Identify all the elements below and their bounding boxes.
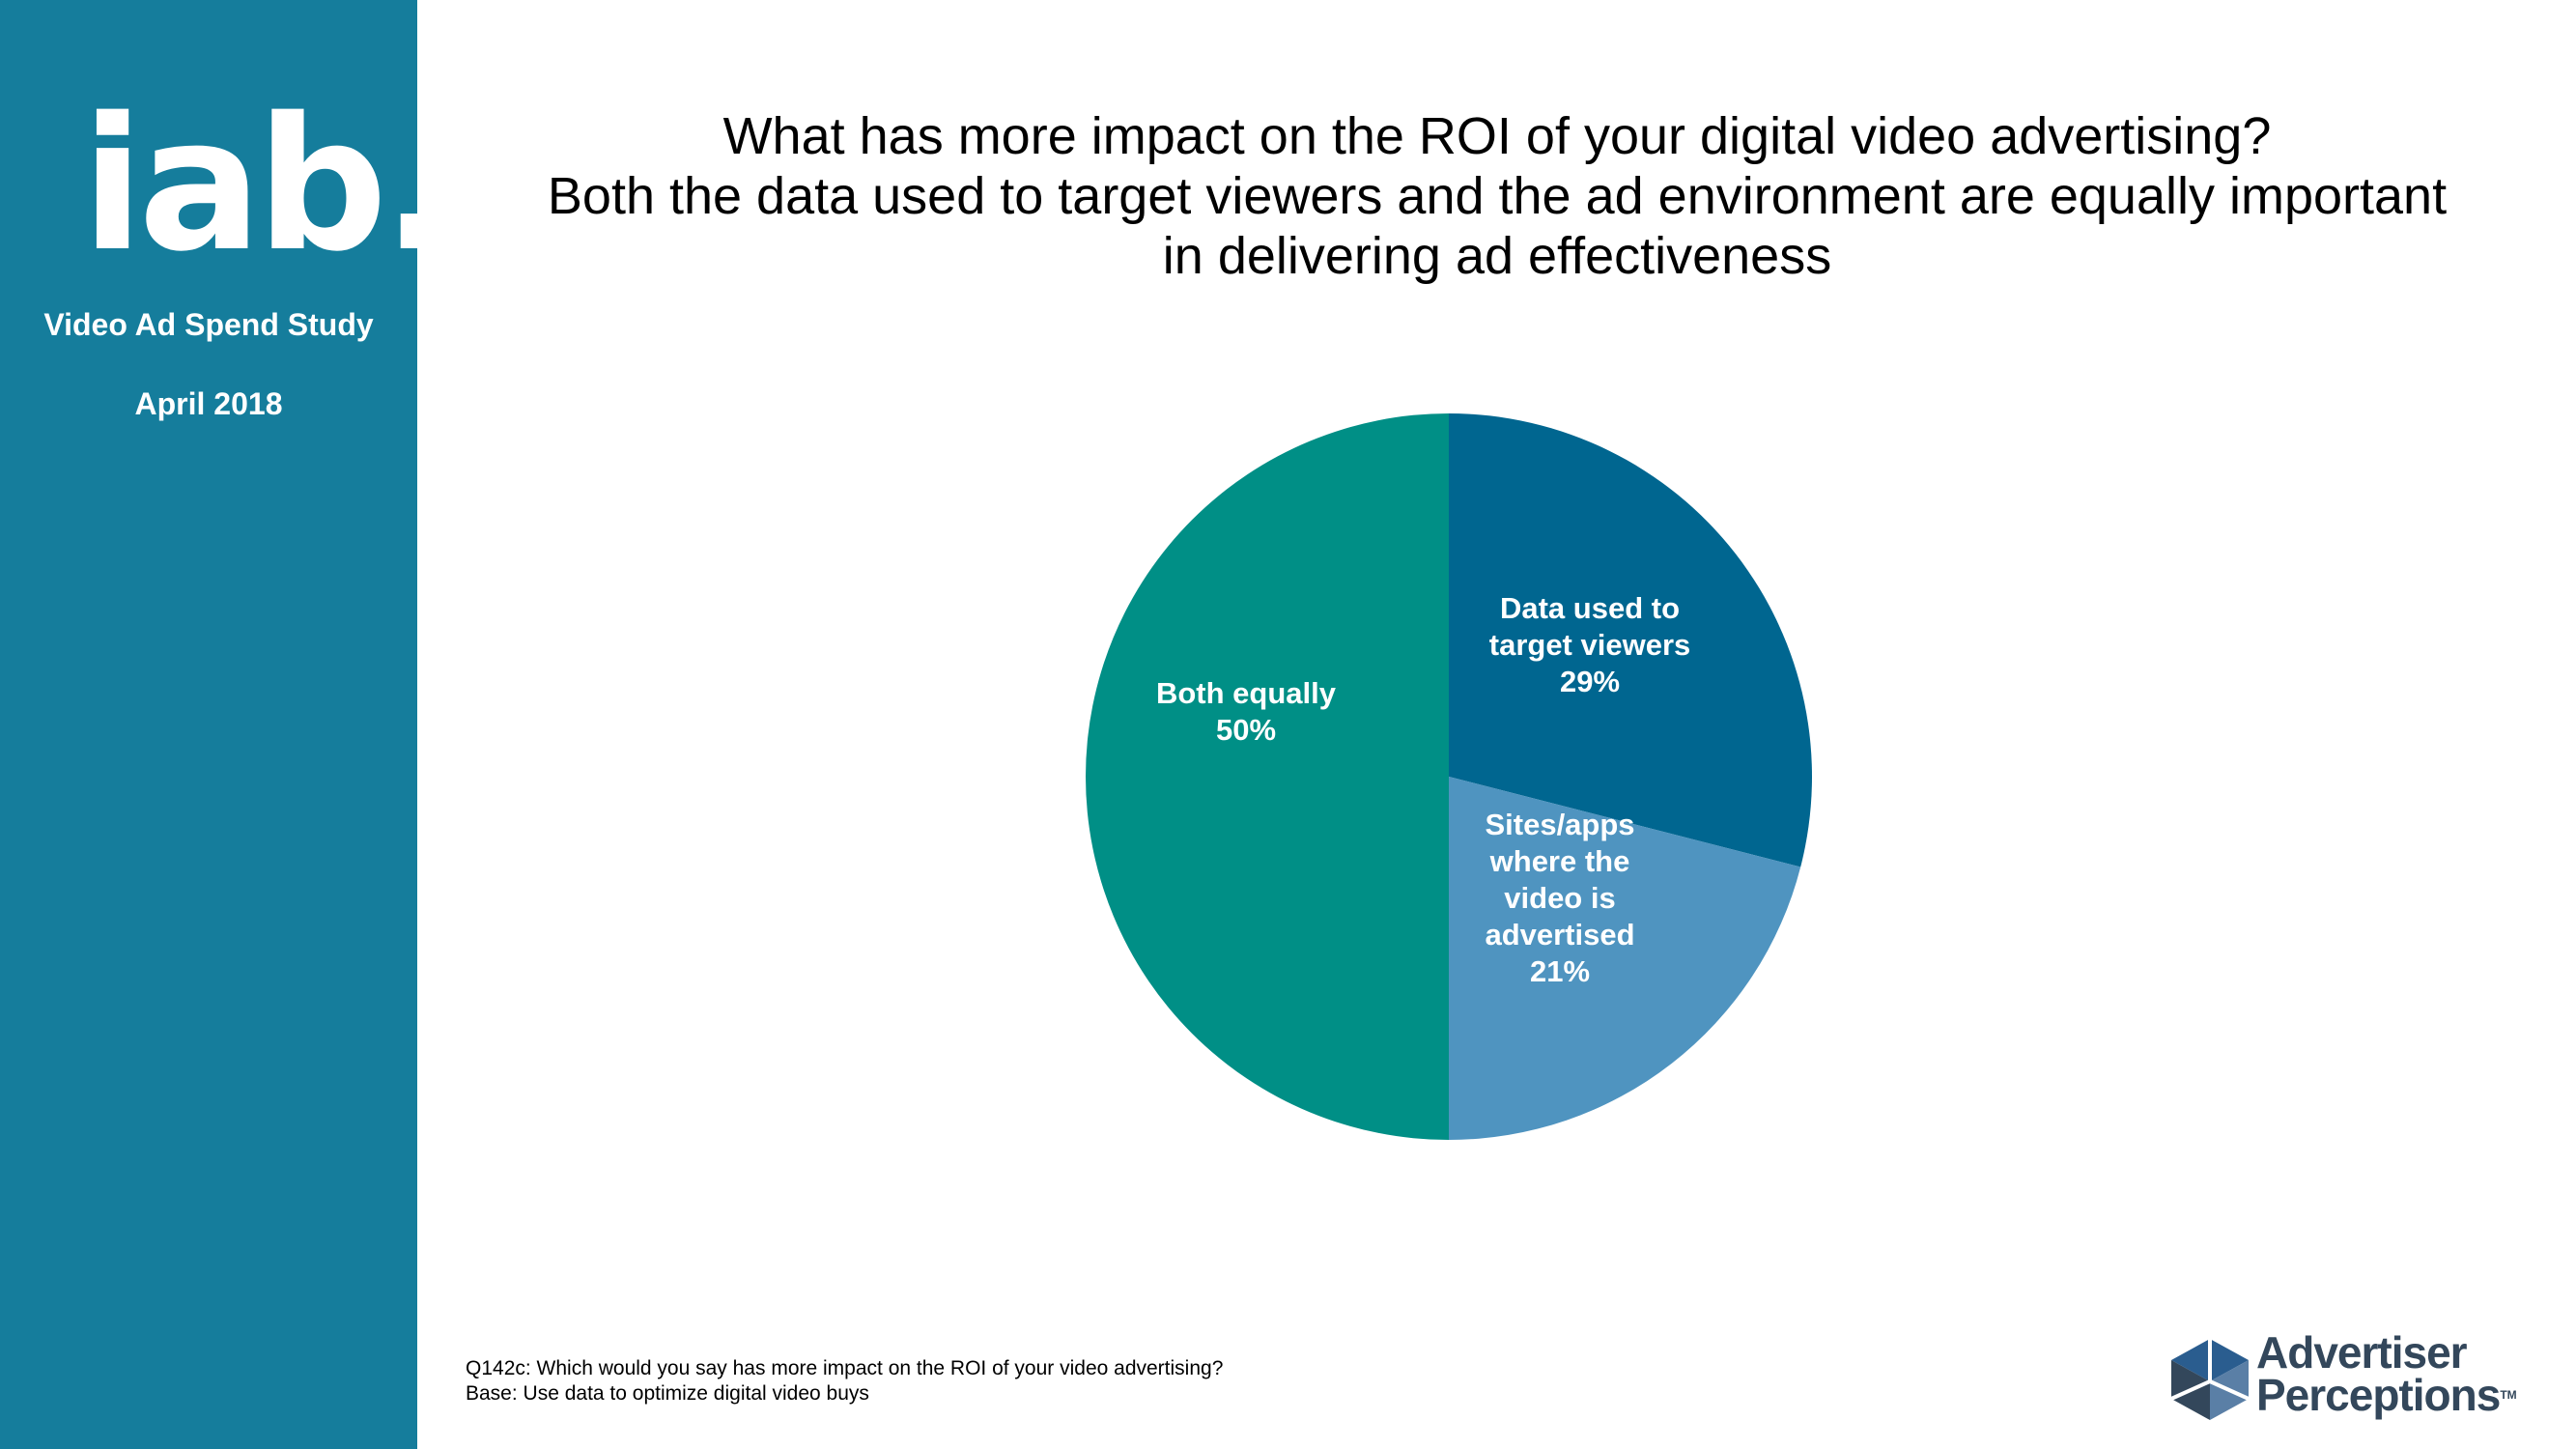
slice-label-2: Sites/apps where the video is advertised 21% <box>1485 808 1634 988</box>
page-title: What has more impact on the ROI of your … <box>464 106 2531 286</box>
title-line-2: Both the data used to target viewers and… <box>547 167 2448 225</box>
footnote-base: Base: Use data to optimize digital video… <box>466 1382 869 1405</box>
slice-category-label: target viewers <box>1489 628 1691 662</box>
footnote: Q142c: Which would you say has more impa… <box>466 1356 1223 1406</box>
study-date: April 2018 <box>134 386 283 421</box>
slice-category-label: Data used to <box>1500 591 1680 625</box>
title-line-3: in delivering ad effectiveness <box>1162 227 1832 285</box>
brand-line-1: Advertiser <box>2256 1327 2468 1378</box>
study-title: Video Ad Spend Study <box>43 307 374 342</box>
advertiser-perceptions-logo: Advertiser PerceptionsTM <box>2169 1327 2556 1428</box>
slice-value-label: 50% <box>1216 713 1276 747</box>
brand-name: Advertiser PerceptionsTM <box>2256 1327 2517 1420</box>
slice-label-1: Data used to target viewers 29% <box>1489 591 1691 698</box>
slice-category-label: Sites/apps <box>1485 808 1634 841</box>
slice-label-3: Both equally 50% <box>1156 676 1337 747</box>
footnote-question: Q142c: Which would you say has more impa… <box>466 1357 1224 1379</box>
slice-value-label: 29% <box>1560 665 1620 698</box>
slice-category-label: Both equally <box>1156 676 1337 710</box>
pie-slice-2 <box>1449 777 1801 1140</box>
slice-value-label: 21% <box>1530 954 1590 988</box>
trademark-mark: TM <box>2500 1388 2517 1402</box>
pie-slice-1 <box>1449 413 1812 867</box>
slice-category-label: video is <box>1504 881 1615 915</box>
brand-line-2: PerceptionsTM <box>2256 1370 2517 1420</box>
slice-category-label: where the <box>1489 844 1630 878</box>
title-line-1: What has more impact on the ROI of your … <box>722 107 2272 165</box>
sidebar: iab. Video Ad Spend Study April 2018 <box>0 0 452 1449</box>
pie-slice-3 <box>1086 413 1449 1140</box>
slice-category-label: advertised <box>1485 918 1634 952</box>
cube-icon <box>2170 1339 2250 1420</box>
